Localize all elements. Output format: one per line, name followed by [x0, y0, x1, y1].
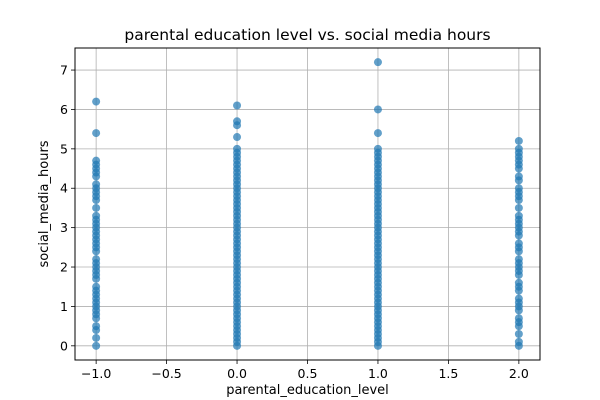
x-axis-label: parental_education_level: [226, 383, 389, 398]
scatter-point: [233, 144, 242, 153]
x-tick-label: 1.5: [438, 366, 458, 381]
scatter-point: [514, 294, 523, 303]
y-tick-label: 3: [60, 220, 68, 235]
scatter-point: [92, 341, 101, 350]
scatter-point: [514, 278, 523, 287]
axis-ticks: −1.0 −0.5 0.0 0.5 1.0 1.5 2.0 0 1 2 3 4 5 6 7: [60, 63, 529, 381]
x-tick-label: 0.5: [298, 366, 318, 381]
y-tick-label: 7: [60, 63, 68, 78]
scatter-point: [92, 129, 101, 138]
scatter-point: [92, 97, 101, 106]
scatter-point: [514, 184, 523, 193]
scatter-point: [514, 239, 523, 248]
chart-title: parental education level vs. social medi…: [124, 26, 490, 44]
scatter-point: [514, 314, 523, 323]
scatter-point: [92, 156, 101, 165]
scatter-point: [92, 282, 101, 291]
scatter-point: [514, 330, 523, 338]
scatter-point: [233, 117, 242, 126]
scatter-point: [373, 144, 382, 153]
scatter-point: [514, 203, 523, 212]
scatter-point: [92, 211, 101, 220]
scatter-point: [233, 133, 242, 142]
x-tick-label: 1.0: [368, 366, 388, 381]
y-tick-label: 4: [60, 181, 68, 196]
scatter-point: [514, 255, 523, 264]
x-tick-label: −0.5: [151, 366, 181, 381]
y-tick-label: 5: [60, 141, 68, 156]
scatter-point: [514, 211, 523, 220]
scatter-point: [92, 333, 101, 342]
scatter-point: [373, 58, 382, 67]
y-tick-label: 1: [60, 299, 68, 314]
scatter-point: [373, 129, 382, 138]
scatter-point: [514, 337, 523, 346]
scatter-point: [92, 180, 101, 189]
x-tick-label: −1.0: [81, 366, 111, 381]
y-tick-label: 6: [60, 102, 68, 117]
y-tick-label: 2: [60, 260, 68, 275]
y-axis-label: social_media_hours: [37, 140, 52, 267]
scatter-point: [233, 101, 242, 110]
scatter-point: [514, 172, 523, 181]
scatter-point: [92, 322, 101, 331]
scatter-point: [92, 255, 101, 264]
scatter-point: [514, 136, 523, 145]
data-points: [92, 58, 523, 350]
y-tick-label: 0: [60, 338, 68, 353]
x-tick-label: 2.0: [509, 366, 529, 381]
scatter-point: [514, 144, 523, 153]
scatter-point: [92, 203, 101, 212]
scatter-point: [373, 105, 382, 114]
x-tick-label: 0.0: [227, 366, 247, 381]
